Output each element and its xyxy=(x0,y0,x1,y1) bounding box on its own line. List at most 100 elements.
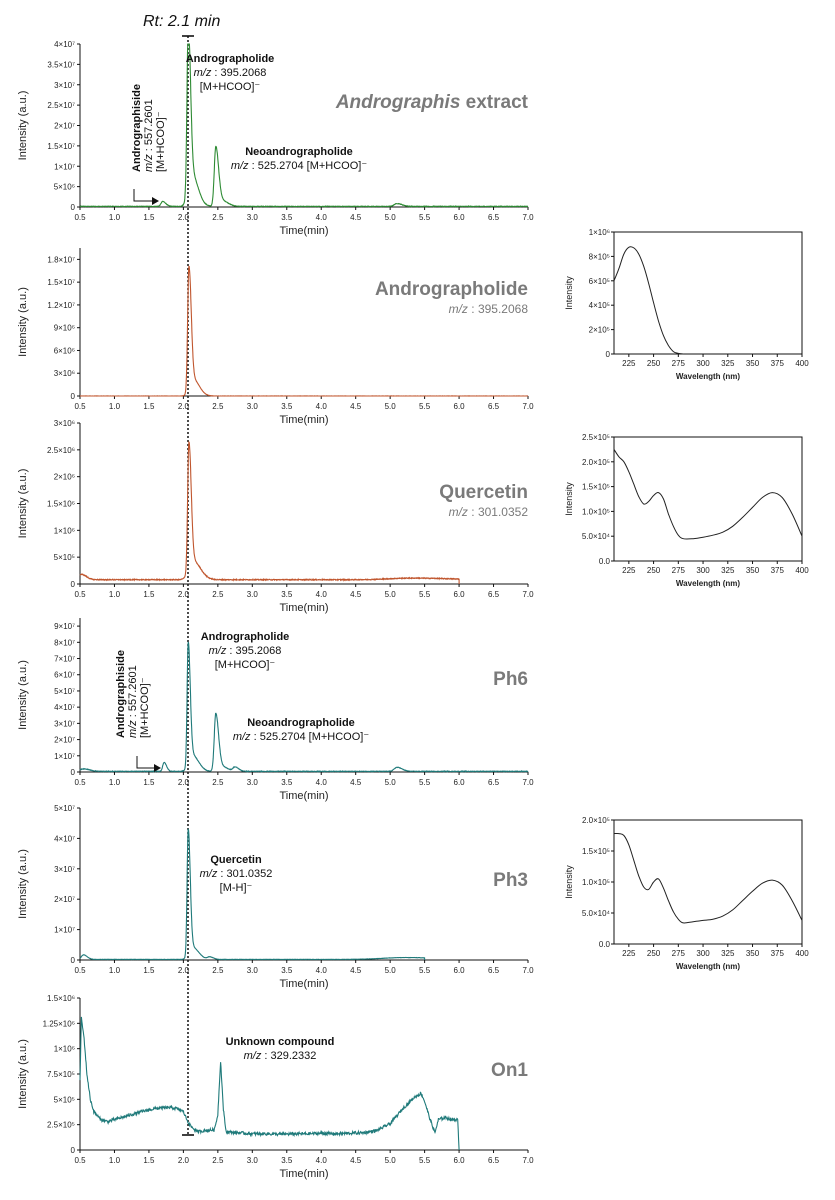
y-tick-label: 1.5×10⁶ xyxy=(47,994,75,1003)
x-tick-label: 0.5 xyxy=(74,1156,86,1165)
x-tick-label: 1.5 xyxy=(143,590,155,599)
annotation-andrographiside: Andrographiside m/z : 557.2601 [M+HCOO]⁻ xyxy=(131,84,167,172)
spectrum-x-tick-label: 300 xyxy=(696,949,710,958)
spectrum-y-tick-label: 1.5×10⁵ xyxy=(582,847,610,856)
x-tick-label: 2.0 xyxy=(178,1156,190,1165)
y-tick-label: 2×10⁷ xyxy=(54,895,75,904)
y-tick-label: 2×10⁷ xyxy=(54,122,75,131)
x-tick-label: 3.5 xyxy=(281,590,293,599)
x-tick-label: 5.0 xyxy=(385,1156,397,1165)
y-axis-label: Intensity (a.u.) xyxy=(17,469,29,539)
x-tick-label: 3.0 xyxy=(247,1156,259,1165)
x-tick-label: 1.5 xyxy=(143,778,155,787)
x-tick-label: 4.5 xyxy=(350,590,362,599)
y-tick-label: 3×10⁶ xyxy=(54,369,75,378)
x-tick-label: 3.0 xyxy=(247,778,259,787)
chromatogram-trace xyxy=(80,265,529,397)
x-tick-label: 5.5 xyxy=(419,966,431,975)
x-tick-label: 3.5 xyxy=(281,778,293,787)
y-tick-label: 1.8×10⁷ xyxy=(47,255,75,264)
y-tick-label: 3.5×10⁷ xyxy=(47,60,75,69)
x-tick-label: 4.5 xyxy=(350,402,362,411)
y-tick-label: 3×10⁷ xyxy=(54,81,75,90)
annotation-andrographolide: Andrographolide m/z : 395.2068 [M+HCOO]⁻ xyxy=(201,631,290,671)
x-tick-label: 7.0 xyxy=(522,402,534,411)
sample-subtitle: m/z : 395.2068 xyxy=(449,302,529,316)
spectrum-x-tick-label: 250 xyxy=(647,566,661,575)
chromatogram-trace xyxy=(79,440,460,584)
sample-title: Andrographis extract xyxy=(335,92,529,113)
annotation-arrow xyxy=(136,756,161,772)
x-tick-label: 4.0 xyxy=(316,778,328,787)
spectrum-x-tick-label: 275 xyxy=(672,949,686,958)
x-tick-label: 5.0 xyxy=(385,402,397,411)
spectrum-frame xyxy=(613,231,803,355)
spectrum-curve xyxy=(613,449,803,540)
x-tick-label: 0.5 xyxy=(74,213,86,222)
arrow-head xyxy=(154,764,161,772)
y-tick-label: 1×10⁷ xyxy=(54,926,75,935)
x-axis-label: Time(min) xyxy=(279,414,328,426)
spectrum-curve xyxy=(613,832,803,924)
y-tick-label: 1×10⁷ xyxy=(54,752,75,761)
x-tick-label: 1.0 xyxy=(109,213,121,222)
arrow-line xyxy=(136,756,155,769)
spectrum-y-tick-label: 0.0 xyxy=(599,940,611,949)
x-tick-label: 0.5 xyxy=(74,966,86,975)
x-tick-label: 6.5 xyxy=(488,778,500,787)
x-tick-label: 6.0 xyxy=(454,213,466,222)
y-tick-label: 1.5×10⁷ xyxy=(47,278,75,287)
y-tick-label: 5×10⁵ xyxy=(54,1095,75,1104)
annotation-line: [M+HCOO]⁻ xyxy=(155,111,167,172)
y-tick-label: 2×10⁶ xyxy=(54,473,75,482)
spectrum-x-tick-label: 225 xyxy=(622,566,636,575)
x-tick-label: 2.5 xyxy=(212,213,224,222)
y-axis-label: Intensity (a.u.) xyxy=(17,849,29,919)
x-tick-label: 2.0 xyxy=(178,778,190,787)
annotation-line: m/z : 557.2601 xyxy=(143,99,155,172)
x-tick-label: 4.5 xyxy=(350,1156,362,1165)
annotation-unknown-compound: Unknown compound m/z : 329.2332 xyxy=(226,1036,335,1062)
annotation-line: Andrographolide xyxy=(201,631,290,643)
x-tick-label: 3.5 xyxy=(281,966,293,975)
spectrum-curve xyxy=(613,246,684,355)
spectrum-y-tick-label: 2.0×10⁵ xyxy=(582,816,610,825)
x-tick-label: 0.5 xyxy=(74,590,86,599)
x-tick-label: 2.5 xyxy=(212,402,224,411)
spectrum-y-label: Intensity xyxy=(564,276,574,310)
y-tick-label: 3×10⁶ xyxy=(54,419,75,428)
x-tick-label: 4.0 xyxy=(316,1156,328,1165)
annotation-line: [M+HCOO]⁻ xyxy=(139,677,151,738)
spectrum-y-tick-label: 2.5×10⁵ xyxy=(582,433,610,442)
annotation-line: Andrographolide xyxy=(186,53,275,65)
x-tick-label: 6.5 xyxy=(488,590,500,599)
x-tick-label: 6.5 xyxy=(488,1156,500,1165)
annotation-line: m/z : 395.2068 xyxy=(194,67,267,79)
y-tick-label: 1.2×10⁷ xyxy=(47,301,75,310)
x-tick-label: 3.5 xyxy=(281,1156,293,1165)
annotation-line: m/z : 525.2704 [M+HCOO]⁻ xyxy=(231,160,368,172)
annotation-line: m/z : 557.2601 xyxy=(127,665,139,738)
x-tick-label: 2.5 xyxy=(212,590,224,599)
x-tick-label: 3.0 xyxy=(247,966,259,975)
x-tick-label: 6.0 xyxy=(454,966,466,975)
x-tick-label: 2.5 xyxy=(212,966,224,975)
x-tick-label: 4.0 xyxy=(316,402,328,411)
annotation-line: Unknown compound xyxy=(226,1036,335,1048)
spectrum-x-tick-label: 375 xyxy=(771,359,785,368)
chromatogram-trace xyxy=(79,1016,460,1151)
annotation-line: Andrographiside xyxy=(131,84,143,172)
spectrum-y-tick-label: 1.0×10⁵ xyxy=(582,878,610,887)
annotation-andrographolide: Andrographolide m/z : 395.2068 [M+HCOO]⁻ xyxy=(186,53,275,93)
spectrum-y-label: Intensity xyxy=(564,482,574,516)
y-tick-label: 7.5×10⁵ xyxy=(47,1070,75,1079)
y-tick-label: 2.5×10⁷ xyxy=(47,101,75,110)
x-tick-label: 4.0 xyxy=(316,590,328,599)
annotation-line: [M-H]⁻ xyxy=(220,882,253,894)
y-tick-label: 4×10⁷ xyxy=(54,834,75,843)
spectrum-y-tick-label: 1.5×10⁵ xyxy=(582,483,610,492)
x-tick-label: 3.5 xyxy=(281,402,293,411)
x-tick-label: 3.0 xyxy=(247,590,259,599)
x-tick-label: 5.5 xyxy=(419,778,431,787)
